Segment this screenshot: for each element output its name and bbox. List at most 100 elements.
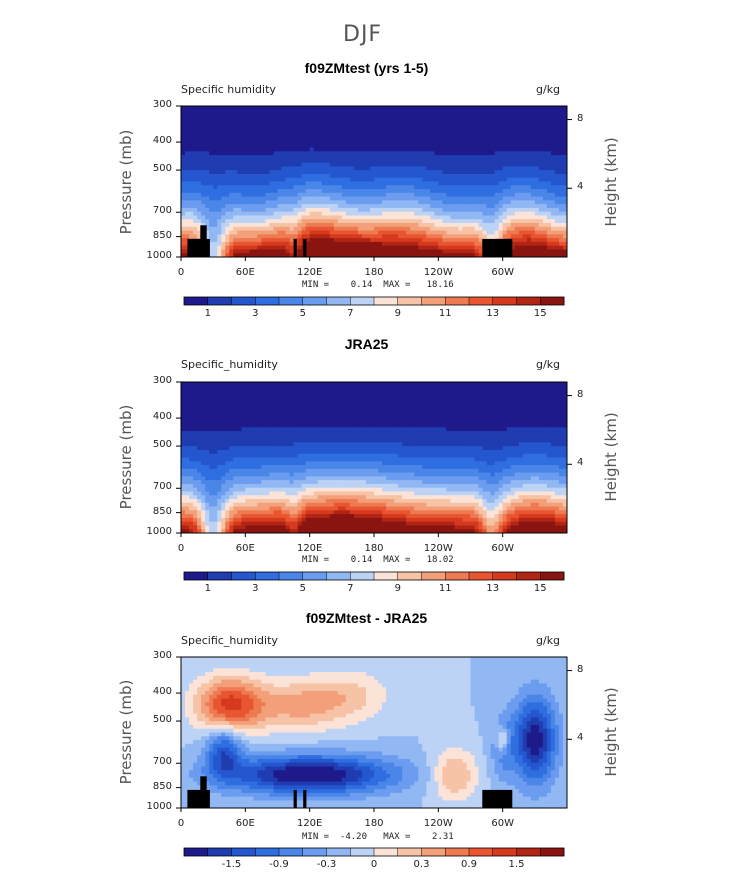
contour-cell [514,200,520,205]
contour-cell [285,412,291,417]
contour-cell [205,234,210,239]
contour-cell [462,415,468,421]
contour-cell [345,170,351,175]
contour-cell [550,211,556,217]
contour-cell [253,412,258,417]
contour-cell [237,166,242,171]
contour-cell [369,385,375,391]
contour-cell [357,132,363,137]
contour-cell [534,192,540,198]
contour-cell [253,117,258,122]
contour-cell [257,207,263,213]
contour-cell [261,245,267,251]
contour-cell [434,408,439,413]
contour-cell [305,158,311,164]
contour-cell [213,170,218,175]
contour-cell [237,393,242,398]
contour-cell [281,207,287,213]
contour-cell [229,124,234,130]
contour-cell [285,177,291,183]
contour-cell [241,124,246,130]
contour-cell [181,189,186,194]
contour-cell [546,419,552,425]
contour-cell [482,151,488,156]
contour-cell [510,219,516,224]
contour-cell [309,128,315,134]
contour-cell [410,136,415,141]
contour-cell [205,385,210,391]
contour-cell [550,230,556,235]
contour-cell [546,238,552,243]
contour-cell [369,207,375,213]
contour-cell [406,136,411,141]
contour-cell [297,117,303,122]
contour-cell [558,249,564,254]
contour-cell [554,389,560,394]
contour-cell [253,181,258,186]
contour-cell [498,121,504,126]
contour-cell [237,106,242,111]
contour-cell [277,177,283,183]
contour-cell [510,166,516,171]
contour-cell [353,400,359,406]
contour-cell [285,162,291,168]
contour-cell [197,113,202,118]
contour-cell [446,404,451,410]
contour-cell [414,132,419,137]
contour-cell [446,412,451,417]
contour-cell [374,230,379,235]
contour-cell [213,121,218,126]
contour-cell [438,185,443,190]
contour-cell [450,143,456,149]
contour-cell [325,234,331,239]
contour-cell [189,151,194,156]
contour-cell [442,241,447,247]
contour-cell [189,393,194,398]
contour-cell [313,223,319,228]
contour-cell [498,124,504,130]
contour-cell [217,128,222,134]
contour-cell [526,151,532,156]
contour-cell [205,177,210,183]
contour-cell [530,173,536,179]
contour-cell [490,158,496,164]
contour-cell [418,419,423,425]
contour-cell [185,162,190,168]
contour-cell [490,385,496,391]
contour-cell [201,223,206,228]
contour-cell [518,143,524,149]
contour-cell [550,400,556,406]
contour-cell [217,155,222,160]
contour-cell [353,139,359,145]
contour-cell [241,136,246,141]
contour-cell [365,215,371,220]
contour-cell [434,204,439,209]
contour-cell [514,211,520,217]
contour-cell [418,106,423,111]
contour-cell [466,177,472,183]
contour-cell [438,155,443,160]
contour-cell [353,423,359,428]
contour-cell [253,204,258,209]
heatmap-panel-2 [181,382,567,533]
contour-cell [462,253,468,257]
contour-cell [462,109,468,115]
contour-cell [402,158,407,164]
contour-cell [217,423,222,428]
contour-cell [458,419,464,425]
contour-cell [510,207,516,213]
contour-cell [197,124,202,130]
contour-cell [205,412,210,417]
contour-cell [277,408,283,413]
contour-cell [193,170,198,175]
contour-cell [494,234,500,239]
contour-cell [422,397,427,402]
contour-cell [534,162,540,168]
contour-cell [558,185,564,190]
contour-cell [538,404,544,410]
contour-cell [189,234,194,239]
contour-cell [249,192,254,198]
contour-cell [297,397,303,402]
contour-cell [205,400,210,406]
contour-cell [394,249,399,254]
